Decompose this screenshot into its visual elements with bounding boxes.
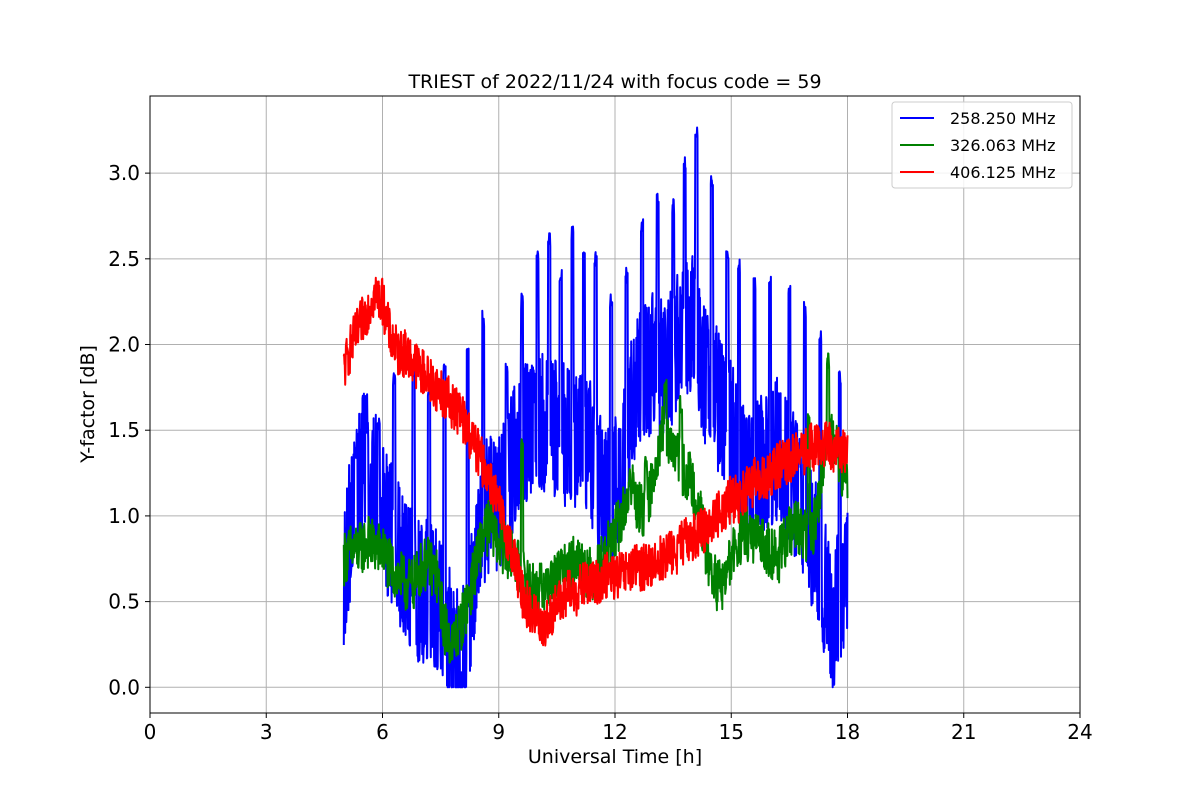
x-tick-label: 21 (951, 720, 976, 744)
y-tick-label: 3.0 (108, 161, 140, 185)
chart-title: TRIEST of 2022/11/24 with focus code = 5… (407, 71, 821, 93)
x-tick-label: 24 (1067, 720, 1092, 744)
y-tick-label: 1.0 (108, 504, 140, 528)
grid (149, 96, 1081, 713)
y-axis-label: Y-factor [dB] (77, 345, 99, 464)
y-tick-label: 1.5 (108, 418, 140, 442)
series-line-258.250 (342, 126, 849, 689)
x-tick-label: 0 (144, 720, 157, 744)
x-tick-label: 3 (260, 720, 273, 744)
y-tick-label: 2.5 (108, 247, 140, 271)
series-line-406.125 (342, 276, 849, 647)
y-tick-label: 2.0 (108, 333, 140, 357)
x-tick-label: 12 (602, 720, 627, 744)
legend-box (891, 101, 1073, 189)
x-tick-label: 18 (835, 720, 860, 744)
legend: 258.250 MHz 326.063 MHz 406.125 MHz (891, 101, 1073, 189)
x-tick-label: 9 (492, 720, 505, 744)
y-tick-label: 0.5 (108, 590, 140, 614)
x-tick-label: 6 (376, 720, 389, 744)
series-layer (342, 126, 849, 689)
ticks: 0 3 6 9 12 15 18 21 24 0.0 0.5 1.0 1.5 2.0 2.5 3.0 (108, 161, 1093, 744)
legend-label-258: 258.250 MHz (950, 109, 1055, 128)
legend-label-406: 406.125 MHz (950, 163, 1055, 182)
legend-label-326: 326.063 MHz (950, 136, 1055, 155)
x-axis-label: Universal Time [h] (528, 746, 702, 768)
y-tick-label: 0.0 (108, 675, 140, 699)
x-tick-label: 15 (719, 720, 744, 744)
